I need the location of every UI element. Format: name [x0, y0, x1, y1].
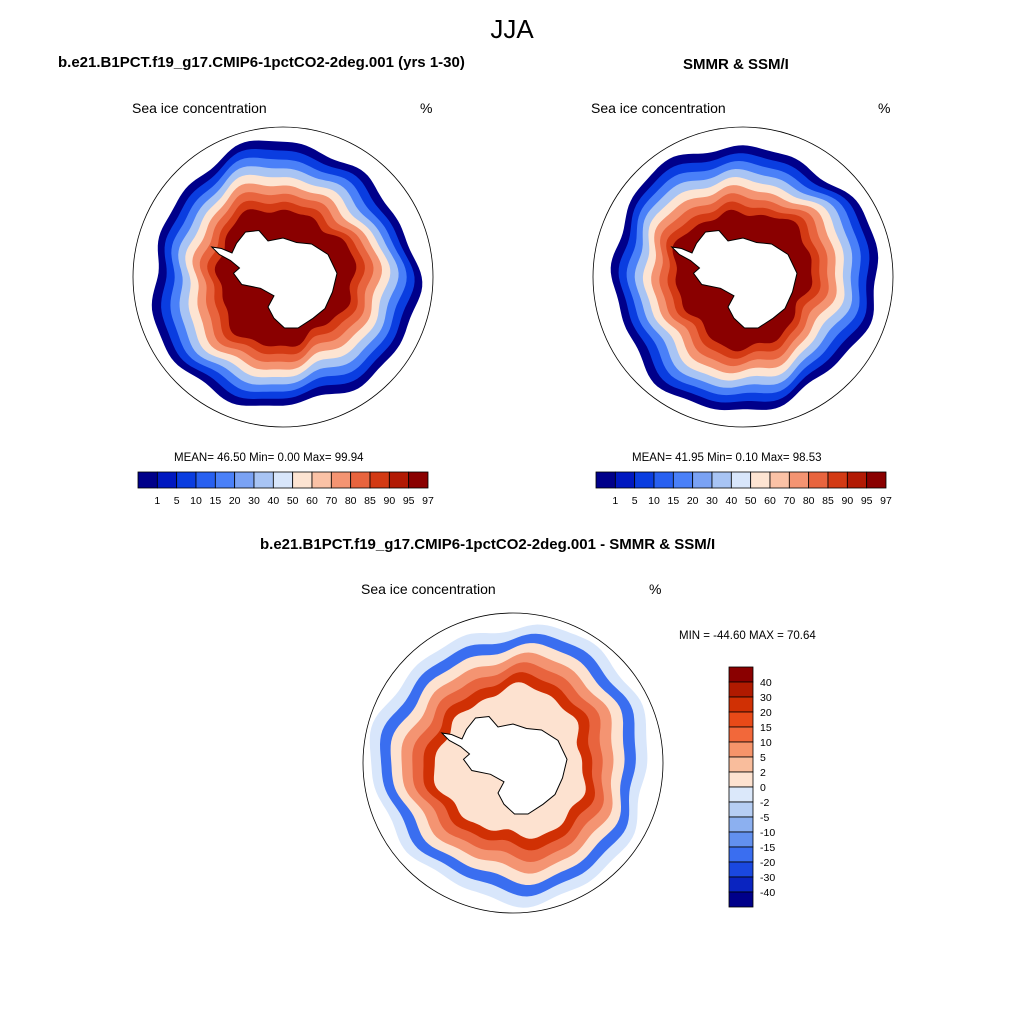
colorbar-tick-label: 15 — [209, 495, 221, 507]
colorbar-tick-label: 10 — [760, 737, 772, 749]
colorbar-swatch — [728, 876, 754, 893]
colorbar-swatch — [728, 756, 754, 773]
panel-obs-variable-label: Sea ice concentration — [591, 100, 726, 116]
colorbar-swatch — [728, 831, 754, 848]
colorbar-tick-label: 40 — [267, 495, 279, 507]
antarctica-coastline — [670, 229, 798, 329]
colorbar-swatch — [408, 471, 429, 489]
colorbar-tick-label: 10 — [190, 495, 202, 507]
panel-model-units-label: % — [420, 100, 433, 116]
colorbar-tick-label: 10 — [648, 495, 660, 507]
colorbar-swatch — [728, 741, 754, 758]
colorbar-tick-label: 15 — [760, 722, 772, 734]
colorbar-swatch — [728, 846, 754, 863]
panel-obs-title: SMMR & SSM/I — [683, 56, 789, 73]
colorbar-tick-label: 5 — [760, 752, 766, 764]
colorbar-swatch — [728, 801, 754, 818]
colorbar-swatch — [866, 471, 887, 489]
panel-model-colorbar: 1 5 10 15 20 30 40 50 60 70 80 85 90 95 97 — [137, 471, 434, 507]
colorbar-swatch — [728, 786, 754, 803]
colorbar-tick-label: 70 — [783, 495, 795, 507]
panel-diff-variable-label: Sea ice concentration — [361, 581, 496, 597]
colorbar-tick-label: 50 — [287, 495, 299, 507]
panel-model-variable-label: Sea ice concentration — [132, 100, 267, 116]
colorbar-tick-label: -30 — [760, 872, 775, 884]
colorbar-swatch — [728, 711, 754, 728]
colorbar-tick-label: 2 — [760, 767, 766, 779]
colorbar-swatch — [728, 726, 754, 743]
colorbar-tick-label: 20 — [760, 707, 772, 719]
colorbar-tick-label: 20 — [687, 495, 699, 507]
colorbar-swatch — [728, 771, 754, 788]
colorbar-tick-label: 1 — [154, 495, 160, 507]
colorbar-tick-label: 15 — [667, 495, 679, 507]
panel-obs-colorbar: 1 5 10 15 20 30 40 50 60 70 80 85 90 95 97 — [595, 471, 892, 507]
colorbar-tick-label: 95 — [403, 495, 415, 507]
antarctica-coastline — [440, 715, 568, 815]
colorbar-tick-label: -20 — [760, 857, 775, 869]
colorbar-tick-label: 80 — [803, 495, 815, 507]
colorbar-tick-label: 85 — [364, 495, 376, 507]
colorbar-tick-label: 97 — [880, 495, 892, 507]
panel-model-title: b.e21.B1PCT.f19_g17.CMIP6-1pctCO2-2deg.0… — [58, 54, 465, 71]
colorbar-tick-label: 70 — [325, 495, 337, 507]
colorbar-swatch — [728, 816, 754, 833]
colorbar-tick-label: 97 — [422, 495, 434, 507]
panel-model-stats: MEAN= 46.50 Min= 0.00 Max= 99.94 — [174, 452, 364, 464]
colorbar-tick-label: 20 — [229, 495, 241, 507]
colorbar-tick-label: 30 — [760, 692, 772, 704]
colorbar-tick-label: 30 — [248, 495, 260, 507]
colorbar-tick-label: -5 — [760, 812, 769, 824]
colorbar-tick-label: -15 — [760, 842, 775, 854]
colorbar-swatch — [728, 666, 754, 683]
colorbar-tick-label: 60 — [306, 495, 318, 507]
antarctica-coastline — [210, 229, 338, 329]
colorbar-tick-label: 5 — [174, 495, 180, 507]
map-boundary — [132, 126, 434, 428]
colorbar-tick-label: 60 — [764, 495, 776, 507]
panel-diff-title: b.e21.B1PCT.f19_g17.CMIP6-1pctCO2-2deg.0… — [260, 536, 716, 553]
colorbar-tick-label: 0 — [760, 782, 766, 794]
colorbar-tick-label: 90 — [841, 495, 853, 507]
colorbar-tick-label: 85 — [822, 495, 834, 507]
colorbar-tick-label: 90 — [383, 495, 395, 507]
colorbar-tick-label: 40 — [725, 495, 737, 507]
colorbar-tick-label: 80 — [345, 495, 357, 507]
map-boundary — [592, 126, 894, 428]
colorbar-swatch — [728, 696, 754, 713]
figure-title: JJA — [490, 14, 534, 44]
panel-obs-units-label: % — [878, 100, 891, 116]
panel-obs-stats: MEAN= 41.95 Min= 0.10 Max= 98.53 — [632, 452, 822, 464]
colorbar-tick-label: -2 — [760, 797, 769, 809]
colorbar-tick-label: 5 — [632, 495, 638, 507]
colorbar-tick-label: 40 — [760, 677, 772, 689]
colorbar-swatch — [728, 891, 754, 908]
colorbar-swatch — [728, 861, 754, 878]
map-field — [369, 624, 648, 908]
colorbar-tick-label: 50 — [745, 495, 757, 507]
panel-diff-stats: MIN = -44.60 MAX = 70.64 — [679, 630, 816, 642]
map-boundary — [362, 612, 664, 914]
colorbar-tick-label: -40 — [760, 887, 775, 899]
colorbar-tick-label: 1 — [612, 495, 618, 507]
panel-diff-units-label: % — [649, 581, 662, 597]
colorbar-tick-label: -10 — [760, 827, 775, 839]
colorbar-tick-label: 30 — [706, 495, 718, 507]
colorbar-swatch — [728, 681, 754, 698]
colorbar-tick-label: 95 — [861, 495, 873, 507]
